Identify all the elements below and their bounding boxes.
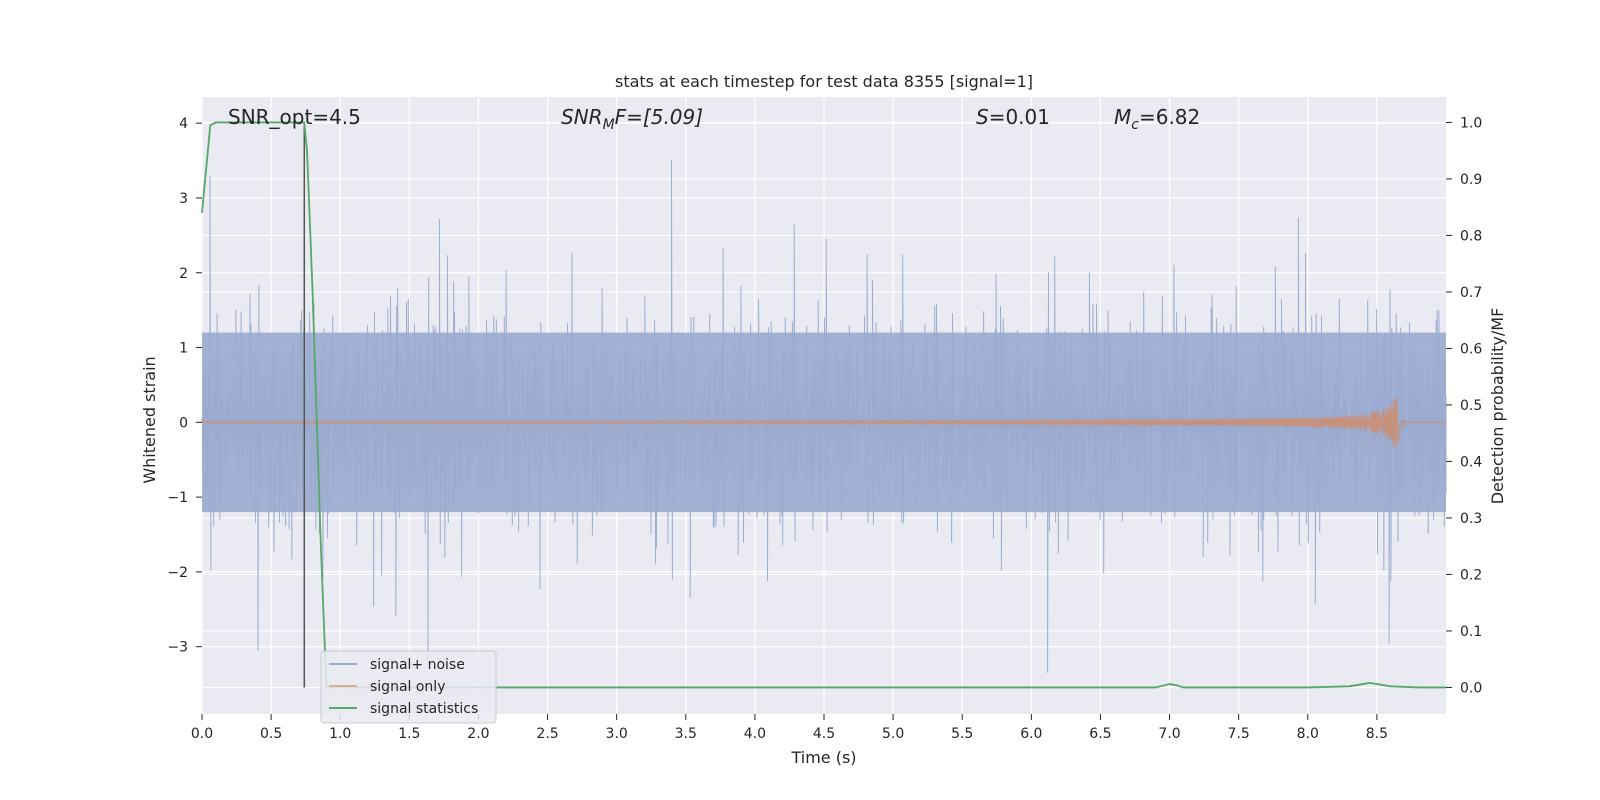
snr-mf-annotation: SNRMF=[5.09] — [561, 105, 703, 133]
y-right-tick-label: 0.9 — [1460, 172, 1482, 188]
x-tick-label: 7.5 — [1228, 726, 1250, 742]
y-left-tick-label: 4 — [179, 116, 188, 132]
y-axis-label-left: Whitened strain — [140, 356, 159, 483]
y-left-tick-label: 2 — [179, 266, 188, 282]
x-tick-label: 3.5 — [675, 726, 697, 742]
x-axis-label: Time (s) — [790, 748, 856, 767]
legend-label-statistics: signal statistics — [370, 701, 478, 717]
axis-ticks: 0.0 0.5 1.0 1.5 2.0 2.5 3.0 3.5 4.0 4.5 5.0 5.5 6.0 6… — [167, 115, 1482, 742]
x-tick-label: 1.5 — [398, 726, 420, 742]
y-right-tick-label: 1.0 — [1460, 115, 1482, 131]
x-tick-label: 4.5 — [813, 726, 835, 742]
y-right-tick-label: 0.5 — [1460, 398, 1482, 414]
signal-only-series — [201, 398, 1446, 449]
x-tick-label: 8.0 — [1297, 726, 1319, 742]
x-tick-label: 0.5 — [260, 726, 282, 742]
y-right-tick-label: 0.7 — [1460, 285, 1482, 301]
y-left-tick-label: 0 — [179, 415, 188, 431]
legend-label-noise: signal+ noise — [370, 657, 465, 673]
snr-opt-annotation: SNR_opt=4.5 — [228, 105, 361, 129]
legend-label-signal: signal only — [370, 679, 445, 695]
x-tick-label: 0.0 — [191, 726, 213, 742]
y-left-tick-label: 3 — [179, 191, 188, 207]
x-tick-label: 5.0 — [882, 726, 904, 742]
x-tick-label: 8.5 — [1366, 726, 1388, 742]
x-tick-label: 3.0 — [606, 726, 628, 742]
y-right-tick-label: 0.8 — [1460, 228, 1482, 244]
y-right-tick-label: 0.2 — [1460, 567, 1482, 583]
x-tick-label: 6.5 — [1089, 726, 1111, 742]
x-tick-label: 4.0 — [744, 726, 766, 742]
signal-statistics-series — [201, 121, 1446, 689]
x-tick-label: 6.0 — [1020, 726, 1042, 742]
x-tick-label: 2.0 — [467, 726, 489, 742]
y-left-tick-label: −1 — [167, 490, 188, 506]
mc-annotation: Mc=6.82 — [1114, 105, 1200, 133]
x-tick-label: 7.0 — [1158, 726, 1180, 742]
legend: signal+ noise signal only signal statist… — [320, 650, 497, 724]
y-left-tick-label: 1 — [179, 341, 188, 357]
y-left-tick-label: −3 — [167, 640, 188, 656]
chart-title: stats at each timestep for test data 835… — [615, 72, 1033, 91]
x-tick-label: 5.5 — [951, 726, 973, 742]
y-right-tick-label: 0.3 — [1460, 511, 1482, 527]
y-right-tick-label: 0.6 — [1460, 341, 1482, 357]
y-axis-label-right: Detection probability/MF — [1488, 308, 1507, 505]
x-tick-label: 2.5 — [536, 726, 558, 742]
y-left-tick-label: −2 — [167, 565, 188, 581]
signal-only-line — [201, 398, 1446, 449]
s-annotation: S=0.01 — [976, 105, 1050, 129]
x-tick-label: 1.0 — [329, 726, 351, 742]
y-right-tick-label: 0.1 — [1460, 624, 1482, 640]
signal-statistics-line — [201, 121, 1446, 689]
y-right-tick-label: 0.4 — [1460, 454, 1482, 470]
y-right-tick-label: 0.0 — [1460, 680, 1482, 696]
legend-box — [320, 650, 497, 724]
